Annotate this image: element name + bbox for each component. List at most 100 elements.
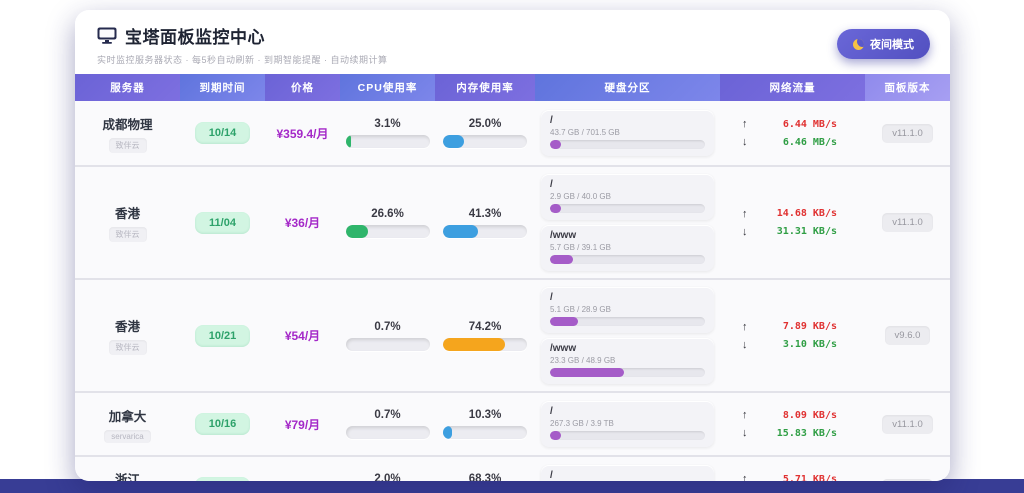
expiry-badge: 10/21 xyxy=(194,324,251,347)
cpu-percent: 2.0% xyxy=(374,473,401,481)
cpu-cell: 0.7% xyxy=(340,409,435,439)
disk-usage-bar-fill xyxy=(550,204,561,213)
memory-percent: 74.2% xyxy=(468,320,502,333)
disk-usage-text: 267.3 GB / 3.9 TB xyxy=(550,419,614,428)
memory-cell: 74.2% xyxy=(435,321,535,351)
disk-usage-text: 5.7 GB / 39.1 GB xyxy=(550,243,611,252)
disk-partition: /17.6 GB / 39.0 GB xyxy=(541,465,714,481)
panel-version-badge: v11.1.0 xyxy=(882,478,933,481)
expiry-cell: 11/04 xyxy=(180,211,265,234)
disk-mount-point: / xyxy=(550,115,553,126)
title-block: 宝塔面板监控中心 实时监控服务器状态 · 每5秒自动刷新 · 到期智能提醒 · … xyxy=(97,23,388,66)
server-name: 浙江 xyxy=(114,472,140,482)
server-cell: 浙江雨星云 xyxy=(75,469,180,482)
version-cell: v11.1.0 xyxy=(865,478,950,481)
version-cell: v11.1.0 xyxy=(865,123,950,143)
server-name: 成都物理 xyxy=(102,117,153,132)
disk-usage-bar-fill xyxy=(550,368,625,377)
upload-speed: 6.44 MB/s xyxy=(782,118,837,130)
price-value: ¥54/月 xyxy=(284,329,321,343)
disk-usage-bar xyxy=(550,140,705,149)
memory-cell: 25.0% xyxy=(435,118,535,148)
disk-usage-text: 23.3 GB / 48.9 GB xyxy=(550,356,616,365)
table-body: 成都物理致伴云 10/14 ¥359.4/月 3.1% 25.0% / 43.7 GB / … xyxy=(75,101,950,481)
download-speed: 3.10 KB/s xyxy=(782,339,837,350)
disk-partition: /www 23.3 GB / 48.9 GB xyxy=(541,338,714,384)
expiry-cell: 10/21 xyxy=(180,324,265,347)
price-value: ¥99/年 xyxy=(285,480,320,482)
panel-version-badge: v9.6.0 xyxy=(884,326,931,345)
server-name: 加拿大 xyxy=(108,409,147,424)
night-mode-button[interactable]: 夜间模式 xyxy=(837,29,930,59)
disk-usage-bar xyxy=(550,368,705,377)
disk-usage-bar-fill xyxy=(550,140,561,149)
cpu-cell: 3.1% xyxy=(340,118,435,148)
disk-usage-bar xyxy=(550,431,705,440)
cpu-bar xyxy=(345,135,430,148)
server-provider-tag: servarica xyxy=(104,429,151,443)
upload-arrow-icon: ↑ xyxy=(742,320,748,333)
server-row: 香港 致伴云 11/04 ¥36/月 26.6% 41.3% / 2.9 GB / 40.0 … xyxy=(75,165,950,278)
memory-bar xyxy=(443,224,527,238)
cpu-bar-fill xyxy=(345,135,352,148)
moon-icon xyxy=(853,38,864,50)
server-provider-tag: 致伴云 xyxy=(108,340,147,355)
network-upload: ↑ 14.68 KB/s xyxy=(742,208,851,220)
disk-mount-point: / xyxy=(550,179,553,190)
monitor-icon xyxy=(97,27,117,44)
download-speed: 31.31 KB/s xyxy=(776,226,837,237)
network-cell: ↑ 8.09 KB/s ↓ 15.83 KB/s xyxy=(720,409,865,439)
version-cell: v9.6.0 xyxy=(865,326,950,345)
cpu-bar xyxy=(345,337,430,351)
price-value: ¥359.4/月 xyxy=(276,126,329,141)
cpu-bar xyxy=(345,224,430,238)
server-cell: 香港 致伴云 xyxy=(75,316,180,355)
memory-bar-fill xyxy=(443,337,506,351)
download-speed: 6.46 MB/s xyxy=(782,136,837,148)
version-cell: v11.1.0 xyxy=(865,414,950,434)
panel-version-badge: v11.1.0 xyxy=(882,123,933,143)
column-header: CPU使用率 xyxy=(340,74,435,101)
expiry-badge: 03/21 xyxy=(194,477,251,481)
column-header: 服务器 xyxy=(75,74,180,101)
disk-mount-point: / xyxy=(550,406,553,417)
memory-percent: 68.3% xyxy=(468,473,502,481)
price-cell: ¥99/年 xyxy=(265,480,340,482)
network-cell: ↑ 7.89 KB/s ↓ 3.10 KB/s xyxy=(720,321,865,351)
memory-bar-fill xyxy=(443,426,452,439)
cpu-cell: 0.7% xyxy=(340,321,435,351)
price-value: ¥36/月 xyxy=(284,216,321,230)
disk-usage-bar-fill xyxy=(550,317,578,326)
column-header: 内存使用率 xyxy=(435,74,535,101)
upload-arrow-icon: ↑ xyxy=(742,118,748,130)
upload-arrow-icon: ↑ xyxy=(742,207,748,220)
cpu-percent: 3.1% xyxy=(374,118,401,130)
network-upload: ↑ 5.71 KB/s xyxy=(742,473,851,481)
server-provider-tag: 致伴云 xyxy=(108,227,147,242)
panel-version-badge: v11.1.0 xyxy=(882,414,933,434)
server-row: 成都物理 致伴云 10/14 ¥359.4/月 3.1% 25.0% / 43.7 GB / … xyxy=(75,101,950,165)
memory-percent: 41.3% xyxy=(468,207,502,220)
disk-partition: /www 5.7 GB / 39.1 GB xyxy=(541,225,714,271)
cpu-percent: 0.7% xyxy=(374,320,401,333)
disk-mount-point: /www xyxy=(550,230,577,241)
upload-speed: 14.68 KB/s xyxy=(776,208,837,219)
download-arrow-icon: ↓ xyxy=(742,427,748,439)
network-upload: ↑ 6.44 MB/s xyxy=(742,118,851,130)
expiry-badge: 10/14 xyxy=(194,122,251,144)
price-cell: ¥54/月 xyxy=(265,327,340,344)
page-subtitle: 实时监控服务器状态 · 每5秒自动刷新 · 到期智能提醒 · 自动续期计算 xyxy=(97,55,388,65)
memory-bar-fill xyxy=(443,135,464,148)
download-arrow-icon: ↓ xyxy=(742,338,748,351)
dashboard-card: 宝塔面板监控中心 实时监控服务器状态 · 每5秒自动刷新 · 到期智能提醒 · … xyxy=(75,10,950,481)
memory-cell: 10.3% xyxy=(435,409,535,439)
disk-partition: / 43.7 GB / 701.5 GB xyxy=(541,110,714,156)
cpu-bar xyxy=(345,426,430,439)
memory-bar-fill xyxy=(443,224,478,238)
price-cell: ¥36/月 xyxy=(265,214,340,231)
upload-arrow-icon: ↑ xyxy=(742,409,748,421)
cpu-cell: 26.6% xyxy=(340,208,435,238)
download-arrow-icon: ↓ xyxy=(742,225,748,238)
network-download: ↓ 6.46 MB/s xyxy=(742,136,851,148)
disk-mount-point: / xyxy=(550,470,553,481)
